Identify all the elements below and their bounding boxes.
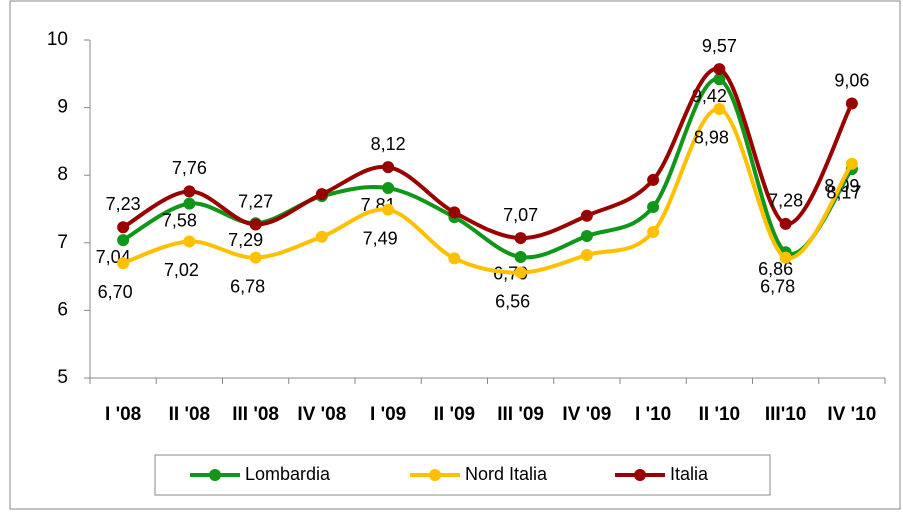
legend-label: Nord Italia [465, 464, 548, 484]
value-label: 9,57 [702, 36, 737, 56]
value-label: 7,29 [228, 230, 263, 250]
value-label: 7,58 [162, 210, 197, 230]
y-tick-label: 6 [57, 299, 68, 320]
data-point [580, 230, 593, 243]
x-tick-label: II '08 [169, 404, 211, 425]
x-tick-label: IV '09 [562, 404, 611, 425]
data-point [117, 257, 130, 270]
x-tick-label: I '10 [635, 404, 671, 425]
value-label: 7,27 [238, 191, 273, 211]
data-point [183, 197, 196, 210]
data-point [249, 251, 262, 264]
chart-border [9, 0, 901, 510]
value-label: 7,76 [172, 158, 207, 178]
data-point [382, 161, 395, 174]
data-point [448, 252, 461, 265]
x-tick-label: III'10 [765, 404, 807, 425]
data-point [117, 221, 130, 234]
y-tick-label: 10 [47, 29, 68, 50]
x-tick-label: IV '10 [827, 404, 876, 425]
legend-label: Lombardia [245, 464, 331, 484]
data-point [647, 200, 660, 213]
x-tick-label: III '08 [232, 404, 279, 425]
data-point [183, 235, 196, 248]
data-point [382, 203, 395, 216]
x-tick-label: I '08 [105, 404, 141, 425]
x-tick-label: III '09 [497, 404, 544, 425]
data-point [580, 209, 593, 222]
value-label: 7,23 [106, 194, 141, 214]
x-tick-label: II '09 [434, 404, 476, 425]
data-point [448, 206, 461, 219]
data-point [382, 182, 395, 195]
value-label: 6,86 [758, 259, 793, 279]
data-point [315, 230, 328, 243]
value-label: 7,28 [768, 191, 803, 211]
legend-marker [209, 469, 221, 481]
data-point [713, 73, 726, 86]
value-label: 7,49 [363, 228, 398, 248]
data-point [514, 232, 527, 245]
y-tick-label: 5 [57, 367, 68, 388]
y-tick-label: 8 [57, 164, 68, 185]
data-point [315, 188, 328, 201]
data-point [845, 97, 858, 110]
data-point [779, 251, 792, 264]
value-label: 6,70 [98, 282, 133, 302]
data-point [779, 217, 792, 230]
data-point [713, 63, 726, 76]
data-point [845, 157, 858, 170]
value-label: 6,56 [495, 291, 530, 311]
value-label: 6,78 [760, 276, 795, 296]
value-label: 9,06 [834, 70, 869, 90]
legend-marker [634, 469, 646, 481]
x-tick-label: II '10 [699, 404, 741, 425]
value-label: 6,78 [230, 276, 265, 296]
legend: Lombardia Nord Italia Italia [154, 454, 771, 496]
data-point [713, 102, 726, 115]
legend-box [154, 454, 771, 496]
legend-marker [429, 469, 441, 481]
data-point [647, 225, 660, 238]
data-point [647, 173, 660, 186]
value-label: 8,17 [826, 182, 861, 202]
x-tick-label: IV '08 [297, 404, 346, 425]
x-tick-label: I '09 [370, 404, 406, 425]
data-point [249, 218, 262, 231]
y-tick-label: 7 [57, 232, 68, 253]
data-point [117, 234, 130, 247]
value-label: 7,02 [164, 260, 199, 280]
y-tick-label: 9 [57, 97, 68, 118]
data-point [514, 250, 527, 263]
data-point [580, 248, 593, 261]
value-label: 7,07 [503, 205, 538, 225]
data-point [183, 185, 196, 198]
data-point [514, 266, 527, 279]
legend-label: Italia [670, 464, 709, 484]
value-label: 9,42 [692, 86, 727, 106]
value-label: 8,98 [694, 128, 729, 148]
value-label: 8,12 [371, 134, 406, 154]
